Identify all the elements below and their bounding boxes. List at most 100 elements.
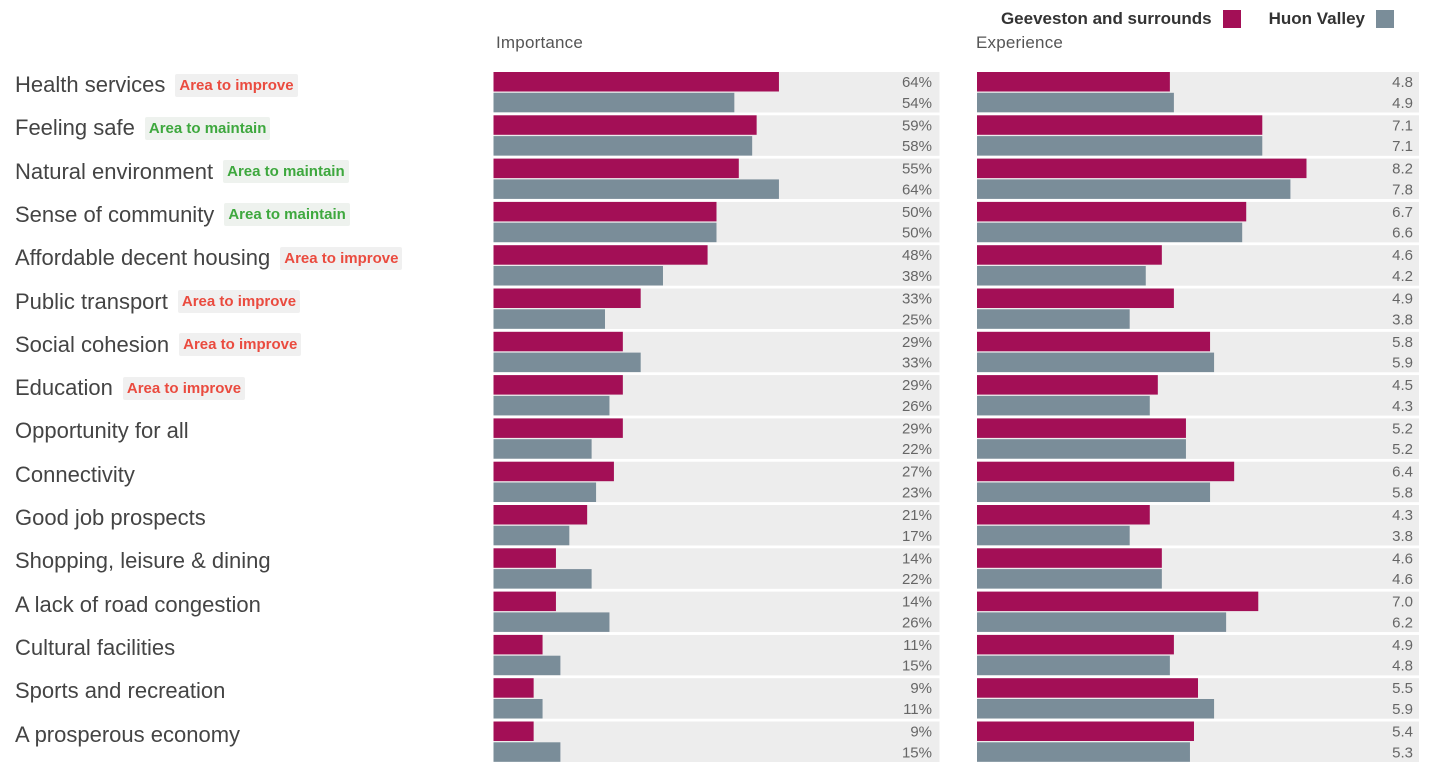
experience-bar-geeveston-public-transport (977, 288, 1174, 308)
experience-value-label: 5.8 (1392, 334, 1413, 351)
importance-bar-huon-valley-natural-environment (493, 179, 779, 199)
experience-bar-geeveston-feeling-safe (977, 115, 1263, 135)
experience-value-label: 4.3 (1392, 398, 1413, 415)
experience-bar-huon-valley-sports-and-recreation (977, 699, 1215, 719)
importance-value-label: 23% (902, 485, 932, 502)
experience-bar-huon-valley-good-job-prospects (977, 525, 1130, 546)
experience-value-label: 6.6 (1392, 225, 1413, 242)
importance-bar-huon-valley-affordable-decent-housing (493, 266, 663, 286)
importance-track (493, 634, 940, 676)
importance-value-label: 33% (902, 291, 932, 308)
importance-value-label: 15% (902, 658, 932, 675)
importance-bar-geeveston-affordable-decent-housing (493, 245, 708, 265)
importance-value-label: 29% (902, 377, 932, 394)
experience-bar-huon-valley-natural-environment (977, 179, 1291, 199)
row-label-education: Education Area to improve (15, 373, 246, 403)
importance-bar-huon-valley-shopping-leisure-dining (493, 569, 592, 589)
experience-bar-geeveston-opportunity-for-all (977, 418, 1186, 438)
importance-value-label: 25% (902, 311, 932, 328)
row-name: Public transport (15, 288, 168, 314)
experience-value-label: 7.1 (1392, 117, 1413, 134)
importance-value-label: 29% (902, 420, 932, 437)
experience-value-label: 7.0 (1392, 594, 1413, 611)
importance-track (493, 721, 940, 762)
status-badge-maintain: Area to maintain (144, 116, 271, 140)
chart-legend: Geeveston and surrounds Huon Valley (973, 8, 1394, 30)
importance-bar-geeveston-good-job-prospects (493, 505, 588, 525)
row-label-public-transport: Public transport Area to improve (15, 287, 301, 317)
importance-value-label: 9% (910, 680, 932, 697)
importance-bar-geeveston-health-services (493, 72, 779, 92)
importance-value-label: 59% (902, 117, 932, 134)
importance-bar-geeveston-shopping-leisure-dining (493, 548, 556, 568)
row-label-social-cohesion: Social cohesion Area to improve (15, 330, 302, 360)
row-label-affordable-decent-housing: Affordable decent housing Area to improve (15, 243, 403, 273)
importance-value-label: 33% (902, 355, 932, 372)
status-badge-improve: Area to improve (175, 73, 298, 97)
importance-value-label: 29% (902, 334, 932, 351)
importance-value-label: 15% (902, 744, 932, 761)
experience-value-label: 5.4 (1392, 724, 1413, 741)
experience-bar-huon-valley-social-cohesion (977, 352, 1215, 373)
row-name: Opportunity for all (15, 418, 189, 444)
importance-bar-huon-valley-sense-of-community (493, 222, 717, 243)
importance-value-label: 50% (902, 204, 932, 221)
experience-value-label: 3.8 (1392, 311, 1413, 328)
legend-swatch-huon-valley (1376, 10, 1394, 28)
importance-value-label: 22% (902, 571, 932, 588)
row-labels: Health services Area to improve Feeling sa… (0, 0, 480, 775)
experience-bar-huon-valley-opportunity-for-all (977, 439, 1186, 459)
experience-value-label: 4.8 (1392, 74, 1413, 91)
experience-bar-huon-valley-a-prosperous-economy (977, 742, 1190, 762)
experience-value-label: 7.8 (1392, 181, 1413, 198)
status-badge-improve: Area to improve (179, 333, 302, 357)
experience-bar-geeveston-shopping-leisure-dining (977, 548, 1162, 568)
experience-panel-title: Experience (976, 33, 1064, 52)
status-badge-improve: Area to improve (177, 290, 301, 313)
row-name: A lack of road congestion (15, 591, 261, 617)
experience-bar-geeveston-a-prosperous-economy (977, 721, 1194, 741)
row-label-shopping-leisure-dining: Shopping, leisure & dining (15, 546, 271, 576)
row-name: Cultural facilities (15, 634, 176, 660)
importance-bar-geeveston-social-cohesion (493, 331, 623, 352)
experience-value-label: 7.1 (1392, 138, 1413, 155)
row-name: Social cohesion (15, 331, 170, 357)
importance-value-label: 58% (902, 138, 932, 155)
row-label-a-prosperous-economy: A prosperous economy (15, 720, 240, 750)
importance-bar-huon-valley-health-services (493, 92, 735, 113)
experience-value-label: 5.5 (1392, 680, 1413, 697)
importance-value-label: 50% (902, 225, 932, 242)
experience-value-label: 5.2 (1392, 420, 1413, 437)
experience-value-label: 4.5 (1392, 377, 1413, 394)
legend-item-huon-valley: Huon Valley (1269, 9, 1394, 29)
row-name: Affordable decent housing (15, 245, 271, 271)
row-label-feeling-safe: Feeling safe Area to maintain (15, 113, 271, 143)
experience-value-label: 6.2 (1392, 614, 1413, 631)
experience-bar-huon-valley-health-services (977, 92, 1174, 113)
experience-bar-geeveston-connectivity (977, 461, 1235, 482)
legend-label-huon-valley: Huon Valley (1268, 9, 1365, 28)
status-badge-improve: Area to improve (122, 376, 246, 400)
row-name: Shopping, leisure & dining (15, 548, 271, 574)
experience-bar-huon-valley-education (977, 395, 1150, 416)
row-label-natural-environment: Natural environment Area to maintain (15, 157, 349, 187)
experience-value-label: 4.8 (1392, 658, 1413, 675)
row-label-sense-of-community: Sense of community Area to maintain (15, 200, 350, 230)
experience-value-label: 4.9 (1392, 637, 1413, 654)
importance-value-label: 22% (902, 441, 932, 458)
importance-bar-geeveston-feeling-safe (493, 115, 757, 135)
experience-value-label: 4.2 (1392, 268, 1413, 285)
experience-value-label: 3.8 (1392, 528, 1413, 545)
importance-bar-geeveston-connectivity (493, 461, 614, 482)
importance-value-label: 11% (903, 637, 932, 654)
experience-value-label: 6.7 (1392, 204, 1413, 221)
experience-bar-huon-valley-feeling-safe (977, 136, 1263, 156)
importance-value-label: 64% (902, 181, 932, 198)
importance-value-label: 17% (902, 528, 932, 545)
importance-bar-geeveston-public-transport (493, 288, 641, 308)
importance-value-label: 64% (902, 74, 932, 91)
row-name: Natural environment (15, 158, 214, 184)
importance-bar-huon-valley-a-lack-of-road-congestion (493, 612, 610, 632)
experience-bar-geeveston-affordable-decent-housing (977, 245, 1162, 265)
